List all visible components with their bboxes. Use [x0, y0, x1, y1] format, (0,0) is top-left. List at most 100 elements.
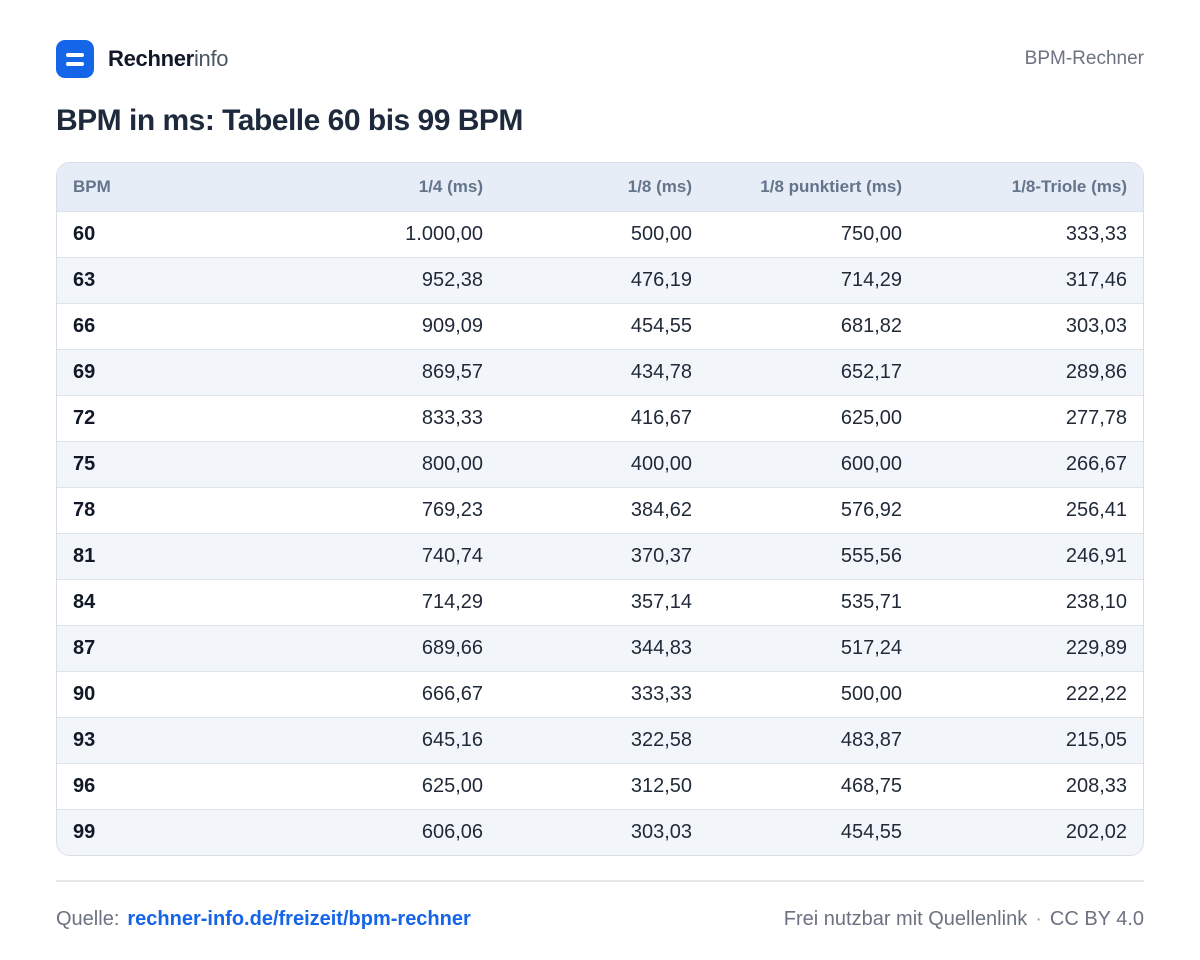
- ms-value-cell: 555,56: [840, 544, 902, 567]
- ms-value-cell: 434,78: [630, 360, 692, 383]
- ms-value-cell: 454,55: [840, 820, 902, 843]
- ms-value-cell: 229,89: [1065, 636, 1127, 659]
- table-row: 66 909,09 454,55 681,82 303,03: [57, 303, 1143, 349]
- ms-value-cell: 208,33: [1065, 774, 1127, 797]
- ms-value-cell: 468,75: [840, 774, 902, 797]
- brand-name-bold: Rechner: [108, 46, 194, 71]
- brand-name: Rechnerinfo: [108, 46, 229, 72]
- table-row: 81 740,74 370,37 555,56 246,91: [57, 533, 1143, 579]
- ms-value-cell: 400,00: [630, 452, 692, 475]
- table-row: 78 769,23 384,62 576,92 256,41: [57, 487, 1143, 533]
- logo-icon: [56, 40, 94, 78]
- ms-value-cell: 869,57: [421, 360, 483, 383]
- table-row: 84 714,29 357,14 535,71 238,10: [57, 579, 1143, 625]
- ms-value-cell: 714,29: [840, 268, 902, 291]
- ms-value-cell: 645,16: [421, 728, 483, 751]
- ms-value-cell: 312,50: [630, 774, 692, 797]
- ms-value-cell: 357,14: [630, 590, 692, 613]
- table-row: 87 689,66 344,83 517,24 229,89: [57, 625, 1143, 671]
- ms-value-cell: 416,67: [630, 406, 692, 429]
- ms-value-cell: 833,33: [421, 406, 483, 429]
- table-row: 93 645,16 322,58 483,87 215,05: [57, 717, 1143, 763]
- ms-value-cell: 222,22: [1065, 682, 1127, 705]
- ms-value-cell: 277,78: [1065, 406, 1127, 429]
- column-header: BPM: [73, 176, 111, 196]
- bpm-cell: 78: [73, 498, 96, 521]
- table-row: 90 666,67 333,33 500,00 222,22: [57, 671, 1143, 717]
- ms-value-cell: 769,23: [421, 498, 483, 521]
- page-footer: Quelle: rechner-info.de/freizeit/bpm-rech…: [56, 903, 1144, 935]
- bpm-table: BPM 1/4 (ms) 1/8 (ms) 1/8 punktiert (ms) 1/8…: [57, 163, 1143, 855]
- table-body: 60 1.000,00 500,00 750,00 333,33 63 952,38 476,…: [57, 211, 1143, 855]
- ms-value-cell: 606,06: [421, 820, 483, 843]
- column-header: 1/8 (ms): [627, 176, 692, 196]
- ms-value-cell: 625,00: [421, 774, 483, 797]
- source: Quelle: rechner-info.de/freizeit/bpm-rech…: [56, 908, 471, 931]
- source-link[interactable]: rechner-info.de/freizeit/bpm-rechner: [127, 907, 471, 930]
- bpm-cell: 75: [73, 452, 96, 475]
- ms-value-cell: 322,58: [630, 728, 692, 751]
- bpm-table-container: BPM 1/4 (ms) 1/8 (ms) 1/8 punktiert (ms) 1/8…: [56, 162, 1144, 856]
- ms-value-cell: 317,46: [1065, 268, 1127, 291]
- ms-value-cell: 333,33: [1065, 222, 1127, 245]
- table-row: 60 1.000,00 500,00 750,00 333,33: [57, 211, 1143, 257]
- ms-value-cell: 1.000,00: [405, 222, 483, 245]
- ms-value-cell: 333,33: [630, 682, 692, 705]
- ms-value-cell: 952,38: [421, 268, 483, 291]
- bpm-cell: 66: [73, 314, 96, 337]
- ms-value-cell: 800,00: [421, 452, 483, 475]
- ms-value-cell: 689,66: [421, 636, 483, 659]
- ms-value-cell: 500,00: [840, 682, 902, 705]
- page-header: Rechnerinfo BPM-Rechner: [56, 40, 1144, 78]
- license-name: CC BY 4.0: [1049, 907, 1144, 930]
- bpm-cell: 90: [73, 682, 96, 705]
- bpm-cell: 96: [73, 774, 96, 797]
- license-info: Frei nutzbar mit Quellenlink · CC BY 4.0: [784, 908, 1144, 931]
- ms-value-cell: 384,62: [630, 498, 692, 521]
- footer-divider: [56, 880, 1144, 882]
- ms-value-cell: 344,83: [630, 636, 692, 659]
- ms-value-cell: 454,55: [630, 314, 692, 337]
- table-row: 72 833,33 416,67 625,00 277,78: [57, 395, 1143, 441]
- table-header: BPM 1/4 (ms) 1/8 (ms) 1/8 punktiert (ms) 1/8…: [57, 163, 1143, 211]
- ms-value-cell: 266,67: [1065, 452, 1127, 475]
- license-note: Frei nutzbar mit Quellenlink: [783, 907, 1028, 930]
- column-header: 1/8-Triole (ms): [1011, 176, 1127, 196]
- ms-value-cell: 202,02: [1065, 820, 1127, 843]
- table-row: 96 625,00 312,50 468,75 208,33: [57, 763, 1143, 809]
- ms-value-cell: 476,19: [630, 268, 692, 291]
- ms-value-cell: 535,71: [840, 590, 902, 613]
- ms-value-cell: 666,67: [421, 682, 483, 705]
- source-label: Quelle:: [56, 907, 120, 930]
- ms-value-cell: 576,92: [840, 498, 902, 521]
- ms-value-cell: 370,37: [630, 544, 692, 567]
- bpm-cell: 63: [73, 268, 96, 291]
- brand-name-light: info: [193, 46, 229, 71]
- table-row: 75 800,00 400,00 600,00 266,67: [57, 441, 1143, 487]
- ms-value-cell: 909,09: [421, 314, 483, 337]
- bpm-cell: 69: [73, 360, 96, 383]
- column-header: 1/8 punktiert (ms): [760, 176, 902, 196]
- ms-value-cell: 681,82: [840, 314, 902, 337]
- ms-value-cell: 215,05: [1065, 728, 1127, 751]
- bpm-cell: 60: [73, 222, 96, 245]
- bpm-cell: 87: [73, 636, 96, 659]
- table-row: 99 606,06 303,03 454,55 202,02: [57, 809, 1143, 855]
- ms-value-cell: 600,00: [840, 452, 902, 475]
- ms-value-cell: 303,03: [630, 820, 692, 843]
- column-header: 1/4 (ms): [418, 176, 483, 196]
- logo-bar-top: [66, 52, 84, 57]
- ms-value-cell: 652,17: [840, 360, 902, 383]
- ms-value-cell: 625,00: [840, 406, 902, 429]
- logo-bar-bottom: [66, 61, 84, 66]
- table-header-row: BPM 1/4 (ms) 1/8 (ms) 1/8 punktiert (ms) 1/8…: [57, 163, 1143, 211]
- ms-value-cell: 714,29: [421, 590, 483, 613]
- table-row: 69 869,57 434,78 652,17 289,86: [57, 349, 1143, 395]
- bpm-cell: 84: [73, 590, 96, 613]
- header-section-label: BPM-Rechner: [1024, 48, 1144, 69]
- ms-value-cell: 303,03: [1065, 314, 1127, 337]
- bpm-cell: 93: [73, 728, 96, 751]
- ms-value-cell: 483,87: [840, 728, 902, 751]
- brand[interactable]: Rechnerinfo: [56, 40, 229, 78]
- table-row: 63 952,38 476,19 714,29 317,46: [57, 257, 1143, 303]
